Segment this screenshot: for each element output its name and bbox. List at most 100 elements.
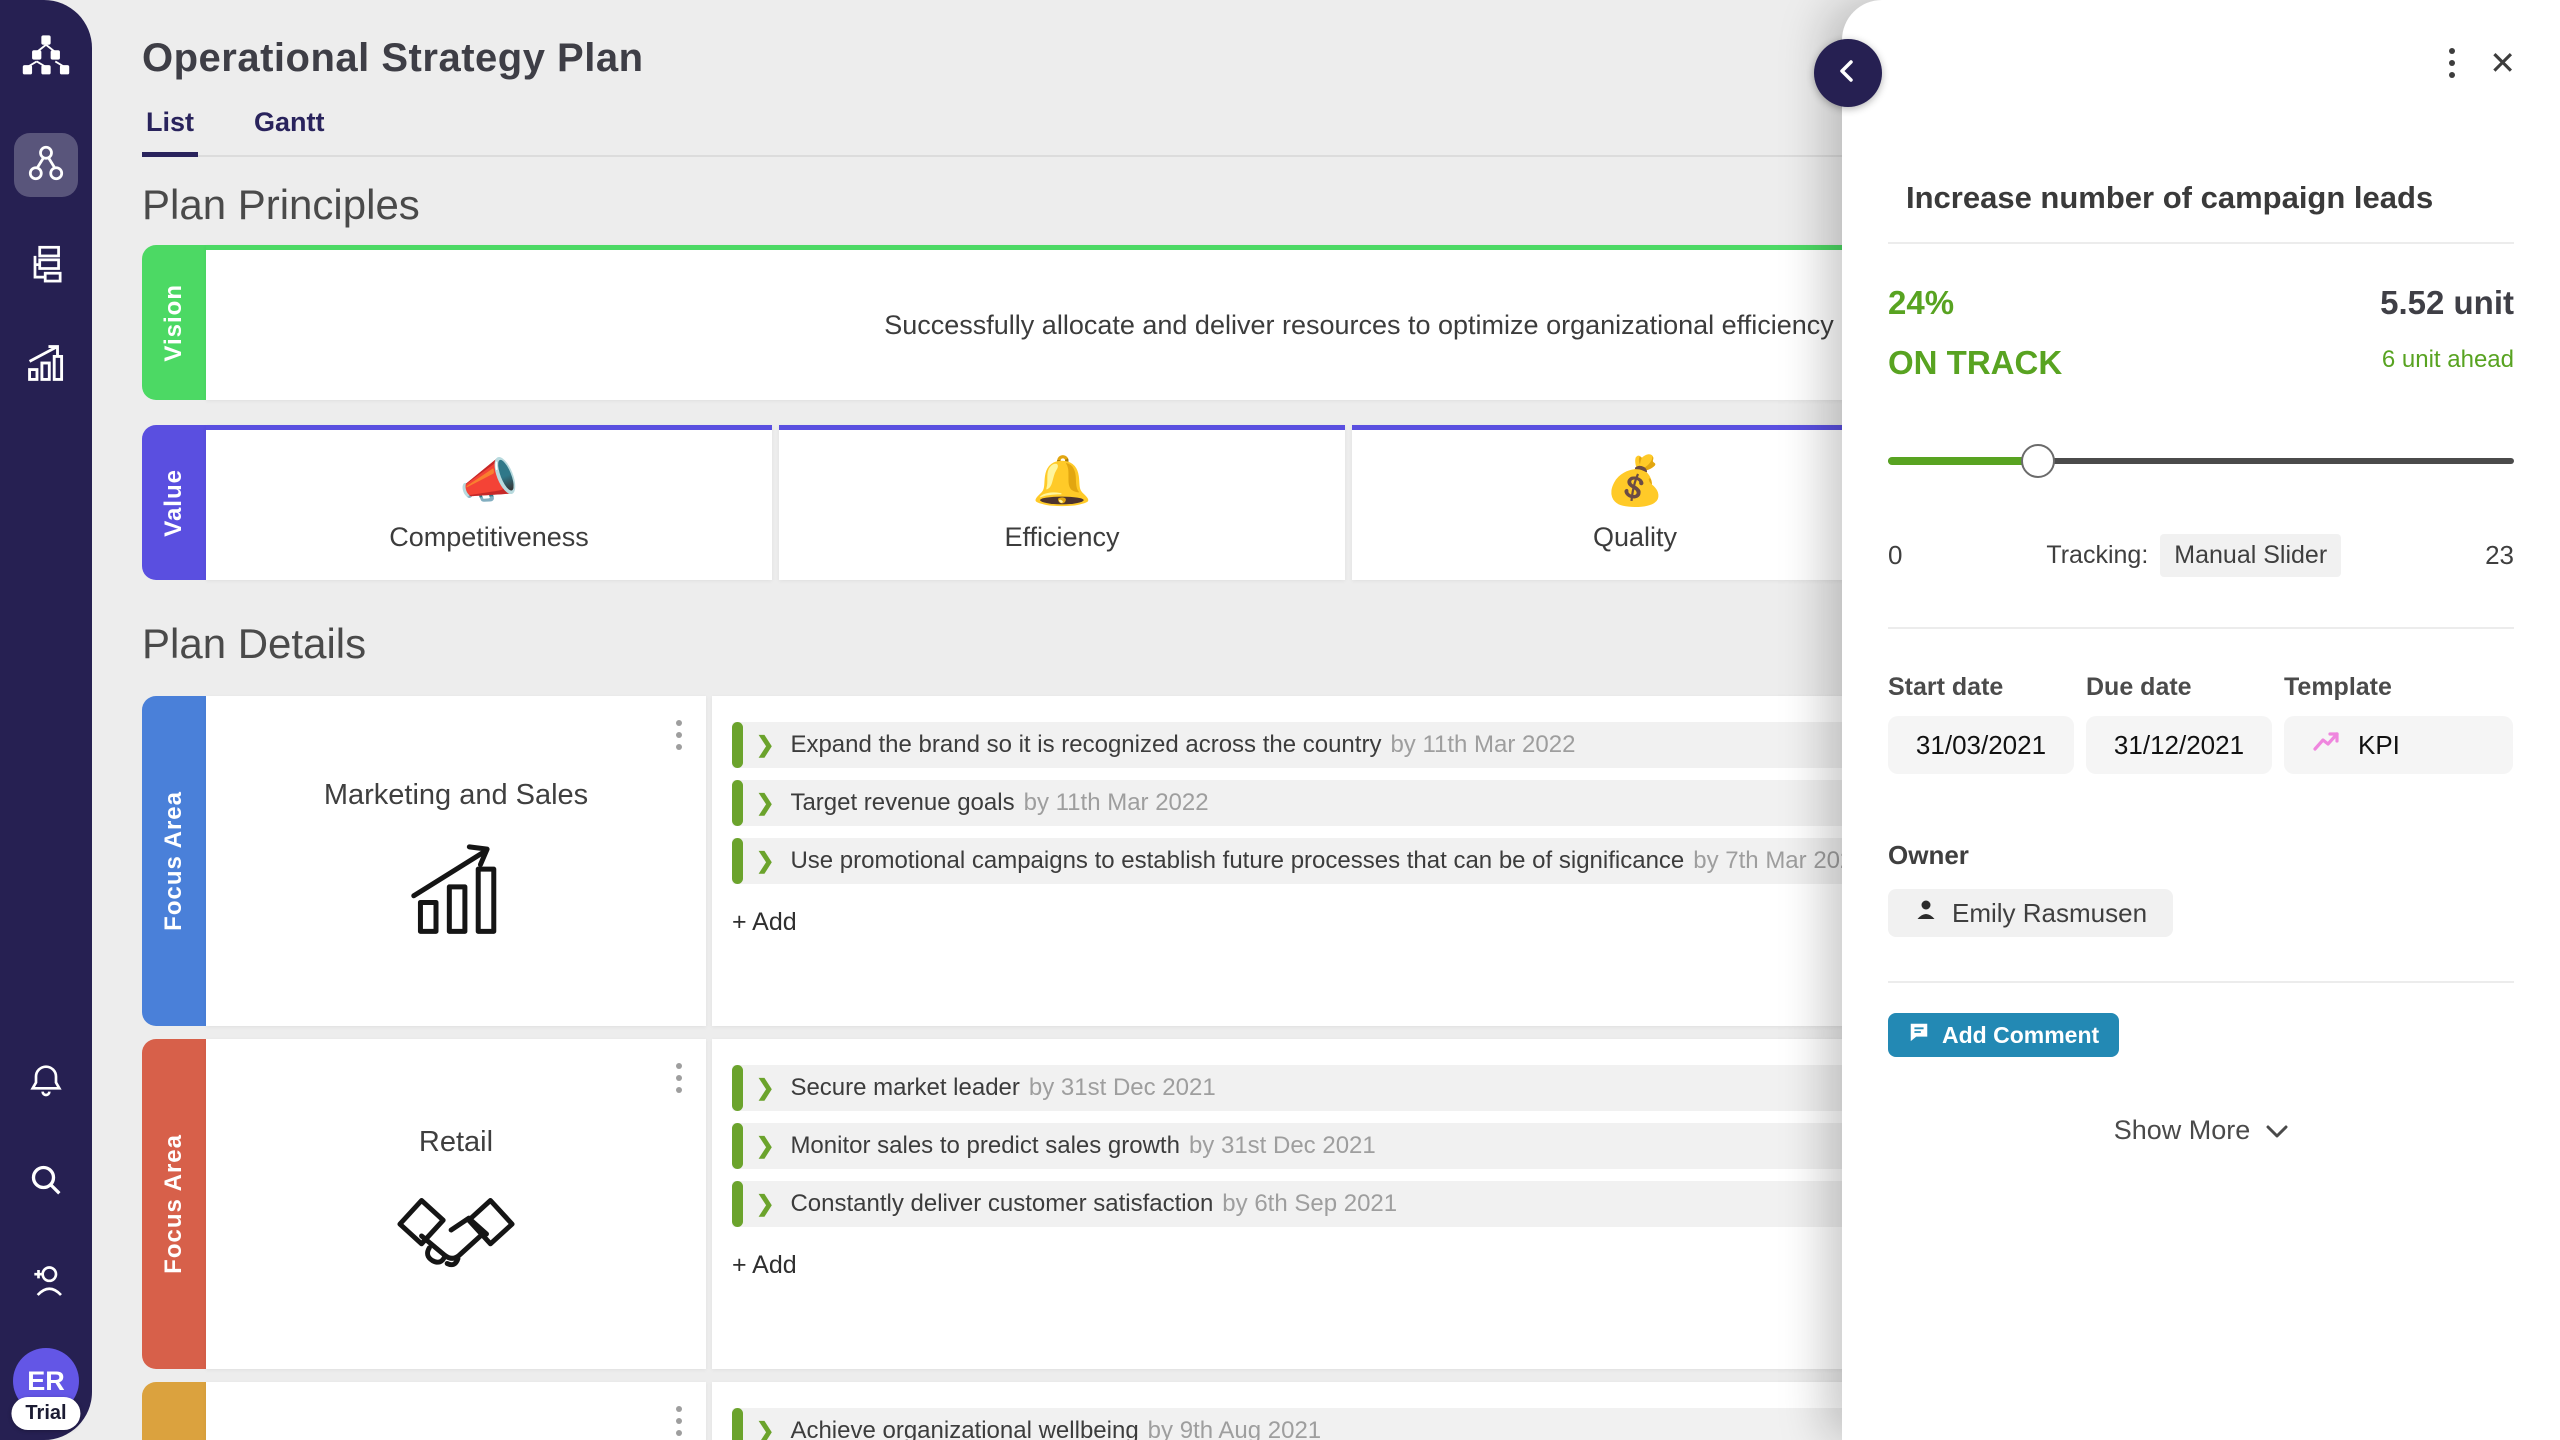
vision-row-tab[interactable]: Vision: [142, 245, 206, 400]
analytics-chart-icon: [23, 340, 69, 391]
status-badge: ON TRACK: [1888, 344, 2063, 381]
goal-due-date: by 9th Aug 2021: [1147, 1417, 1322, 1440]
value-card-label: Quality: [1592, 521, 1678, 552]
due-date-field[interactable]: 31/12/2021: [2086, 716, 2272, 774]
sidebar: ER Trial: [0, 0, 92, 1440]
owner-label: Owner: [1888, 840, 1969, 870]
value-card-efficiency[interactable]: 🔔 Efficiency: [779, 425, 1345, 580]
close-icon[interactable]: ✕: [2489, 45, 2516, 81]
add-goal-button[interactable]: + Add: [732, 908, 797, 936]
goal-status-bar: [732, 1065, 743, 1111]
template-value: KPI: [2358, 729, 2400, 760]
template-field[interactable]: KPI: [2284, 716, 2513, 774]
goal-text: Use promotional campaigns to establish f…: [790, 847, 1685, 874]
goal-text: Monitor sales to predict sales growth: [790, 1132, 1180, 1159]
goal-row[interactable]: ❯ Use promotional campaigns to establish…: [732, 838, 2512, 884]
detail-panel: ✕ Increase number of campaign leads 24% …: [1814, 0, 2560, 1440]
focus-area-tab[interactable]: Focus Area: [142, 1382, 206, 1440]
goal-status-bar: [732, 780, 743, 826]
search-button[interactable]: [14, 1150, 78, 1214]
collapse-panel-button[interactable]: [1814, 39, 1882, 107]
current-value: 5.52 unit: [2380, 284, 2514, 321]
focus-area-label: Focus Area: [160, 791, 187, 931]
chevron-right-icon: ❯: [756, 732, 775, 757]
chevron-right-icon: ❯: [756, 848, 775, 873]
chevron-right-icon: ❯: [756, 790, 775, 815]
focus-area-label: Focus Area: [160, 1134, 187, 1274]
comment-icon: [1908, 1021, 1930, 1049]
invite-user-button[interactable]: [14, 1250, 78, 1314]
slider-fill: [1888, 457, 2039, 465]
handshake-icon: [392, 1185, 520, 1282]
goal-due-date: by 11th Mar 2022: [1023, 789, 1209, 816]
focus-card-retail[interactable]: Retail: [206, 1039, 706, 1369]
slider-track[interactable]: [1888, 458, 2514, 464]
focus-area-tab[interactable]: Focus Area: [142, 696, 206, 1026]
value-row-tab[interactable]: Value: [142, 425, 206, 580]
focus-card-marketing[interactable]: Marketing and Sales: [206, 696, 706, 1026]
trial-badge: Trial: [11, 1397, 81, 1430]
megaphone-icon: 📣: [459, 454, 519, 508]
goal-due-date: by 31st Dec 2021: [1028, 1074, 1216, 1101]
show-more-button[interactable]: Show More: [1888, 1115, 2514, 1146]
progress-slider[interactable]: [1888, 444, 2514, 478]
kebab-menu-icon[interactable]: [676, 720, 682, 750]
focus-card-title: Retail: [418, 1126, 494, 1158]
chevron-right-icon: ❯: [756, 1191, 775, 1216]
panel-title: Increase number of campaign leads: [1906, 180, 2434, 215]
add-comment-button[interactable]: Add Comment: [1888, 1013, 2120, 1057]
chevron-right-icon: ❯: [756, 1075, 775, 1100]
sidebar-item-plan[interactable]: [14, 133, 78, 197]
slider-min: 0: [1888, 540, 1903, 570]
value-delta: 6 unit ahead: [2381, 346, 2514, 373]
vision-row-label: Vision: [160, 283, 187, 362]
notifications-button[interactable]: [14, 1050, 78, 1114]
tracking-method[interactable]: Manual Slider: [2160, 534, 2342, 577]
value-card-label: Efficiency: [1004, 521, 1120, 552]
chevron-down-icon: [2266, 1115, 2288, 1146]
plan-details-title: Plan Details: [142, 620, 367, 667]
view-tabs: List Gantt: [142, 107, 2512, 157]
tab-gantt[interactable]: Gantt: [254, 107, 325, 137]
goal-status-bar: [732, 1181, 743, 1227]
vision-text: Successfully allocate and deliver resour…: [884, 309, 1834, 340]
bell-emoji-icon: 🔔: [1032, 454, 1092, 508]
kpi-fields: Start date 31/03/2021 Due date 31/12/202…: [1888, 673, 2514, 774]
focus-card-third[interactable]: [206, 1382, 706, 1440]
owner-name: Emily Rasmusen: [1952, 897, 2148, 928]
template-label: Template: [2284, 673, 2392, 701]
plan-principles-title: Plan Principles: [142, 181, 420, 228]
goal-due-date: by 31st Dec 2021: [1188, 1132, 1376, 1159]
user-avatar[interactable]: ER Trial: [11, 1348, 81, 1430]
slider-scale: 0 Tracking: Manual Slider 23: [1888, 534, 2514, 577]
goal-due-date: by 11th Mar 2022: [1390, 731, 1576, 758]
start-date-label: Start date: [1888, 673, 2004, 701]
focus-area-tab[interactable]: Focus Area: [142, 1039, 206, 1369]
money-bag-icon: 💰: [1605, 454, 1665, 508]
show-more-label: Show More: [2113, 1115, 2251, 1145]
panel-actions: ✕: [2445, 44, 2516, 82]
sidebar-item-tree[interactable]: [14, 233, 78, 297]
value-card-competitiveness[interactable]: 📣 Competitiveness: [206, 425, 772, 580]
goal-text: Achieve organizational wellbeing: [790, 1417, 1139, 1440]
kebab-menu-icon[interactable]: [676, 1406, 682, 1436]
chevron-right-icon: ❯: [756, 1418, 775, 1440]
due-date-label: Due date: [2086, 673, 2192, 701]
value-card-quality[interactable]: 💰 Quality: [1352, 425, 1918, 580]
panel-kebab-menu-icon[interactable]: [2445, 44, 2459, 82]
tab-list[interactable]: List: [142, 107, 199, 157]
value-card-label: Competitiveness: [389, 521, 589, 552]
person-icon: [1914, 898, 1938, 929]
start-date-field[interactable]: 31/03/2021: [1888, 716, 2074, 774]
app-logo-icon: [20, 28, 72, 85]
sidebar-item-analytics[interactable]: [14, 333, 78, 397]
goal-status-bar: [732, 1123, 743, 1169]
value-row-label: Value: [160, 468, 187, 537]
slider-thumb[interactable]: [2021, 444, 2056, 478]
kebab-menu-icon[interactable]: [676, 1063, 682, 1093]
owner-chip[interactable]: Emily Rasmusen: [1888, 889, 2174, 937]
add-goal-button[interactable]: + Add: [732, 1251, 797, 1279]
goal-status-bar: [732, 1408, 743, 1440]
goal-due-date: by 6th Sep 2021: [1222, 1190, 1398, 1217]
